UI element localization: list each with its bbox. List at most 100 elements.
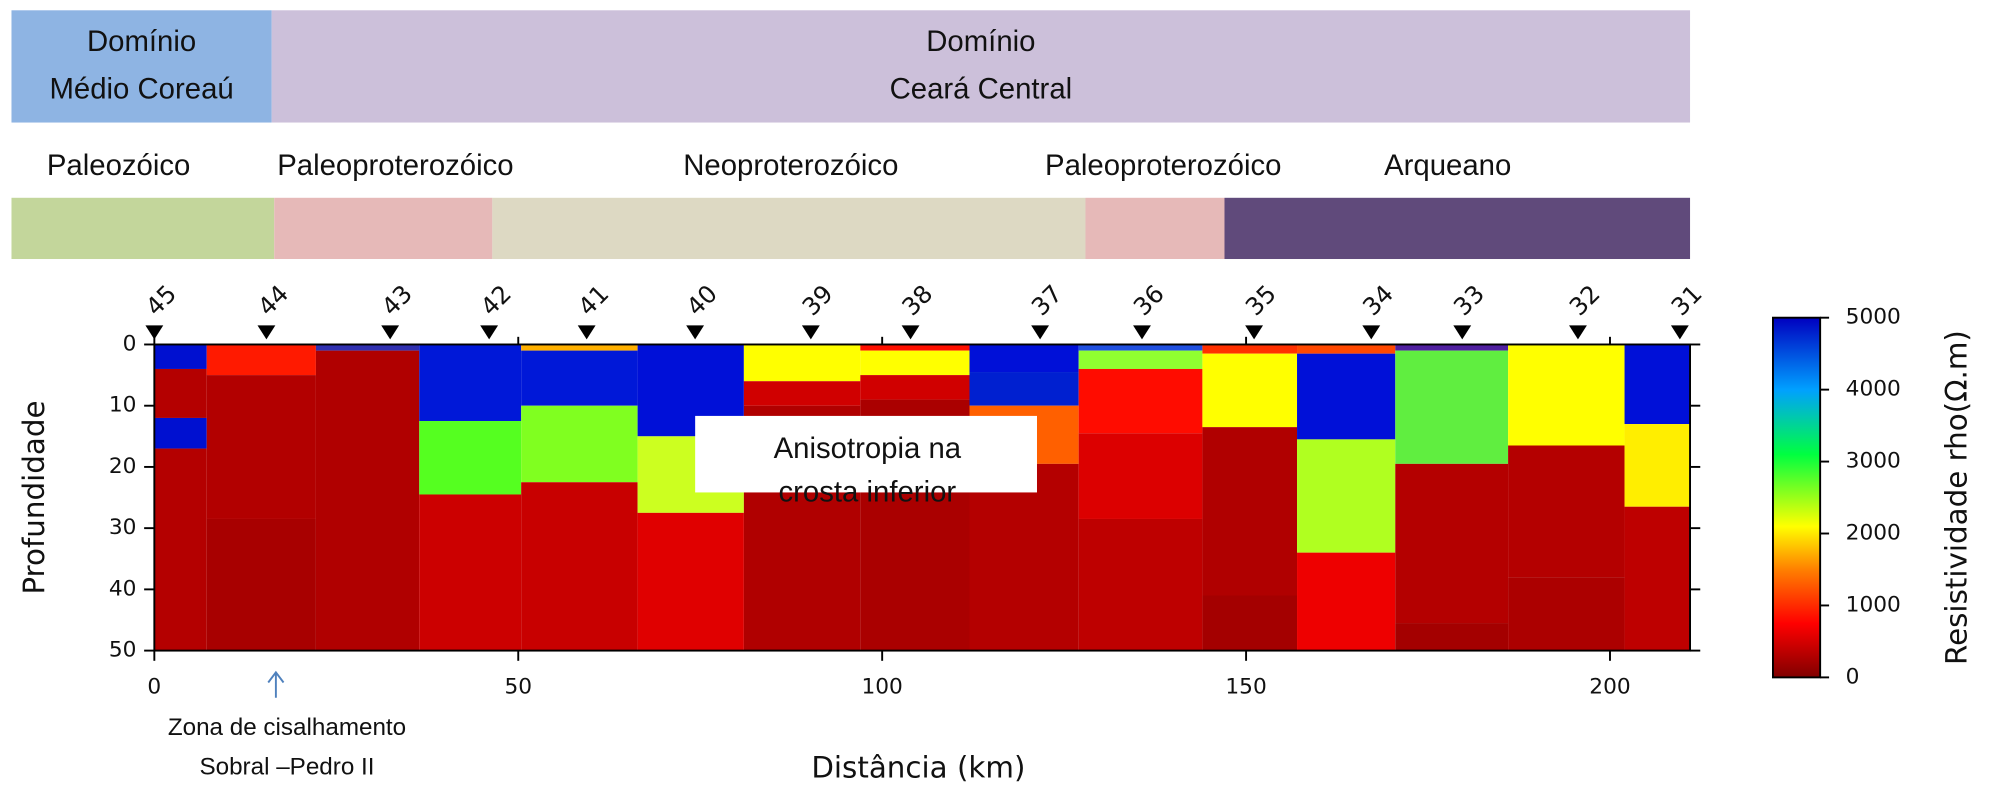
- colorbar-title: Resistividade rho(Ω.m): [1939, 330, 1973, 665]
- resistivity-block: [315, 350, 420, 651]
- annotation-box: [695, 415, 1037, 493]
- annotation-text: crosta inferior: [779, 475, 957, 508]
- age-label: Paleoproterozóico: [1045, 149, 1281, 182]
- resistivity-block: [521, 344, 638, 351]
- annotation-text: Sobral –Pedro II: [199, 753, 374, 780]
- resistivity-block: [637, 512, 744, 651]
- resistivity-block: [206, 375, 316, 519]
- station-marker: [1031, 325, 1050, 340]
- resistivity-block: [1202, 344, 1298, 354]
- annotation-text: Anisotropia na: [774, 432, 962, 465]
- age-label: Arqueano: [1384, 149, 1511, 182]
- station-marker: [381, 325, 400, 340]
- resistivity-block: [154, 417, 207, 449]
- colorbar-tick-label: 3000: [1846, 449, 1901, 474]
- resistivity-block: [1078, 350, 1203, 369]
- x-axis-title: Distância (km): [811, 751, 1025, 785]
- age-band: [274, 197, 493, 260]
- domain-label: Médio Coreaú: [49, 72, 233, 105]
- colorbar-tick-label: 2000: [1846, 521, 1901, 546]
- resistivity-block: [1508, 445, 1625, 578]
- age-band: [492, 197, 1086, 260]
- station-label: 42: [475, 280, 517, 322]
- x-tick-label: 100: [861, 675, 902, 700]
- station-marker: [1453, 325, 1472, 340]
- station-marker: [1569, 325, 1587, 340]
- resistivity-block: [1297, 344, 1396, 354]
- domain-label: Domínio: [926, 25, 1035, 58]
- resistivity-block: [1202, 427, 1298, 596]
- resistivity-block: [419, 421, 522, 495]
- station-marker: [257, 325, 276, 340]
- resistivity-block: [521, 482, 638, 651]
- station-label: 41: [573, 280, 615, 322]
- resistivity-block: [1624, 424, 1691, 507]
- resistivity-block: [1508, 577, 1625, 651]
- station-marker: [480, 325, 499, 340]
- age-label: Neoproterozóico: [683, 149, 898, 182]
- station-marker: [145, 325, 164, 340]
- station-label: 39: [797, 280, 839, 322]
- age-label: Paleoproterozóico: [277, 149, 513, 182]
- annotation-text: Zona de cisalhamento: [168, 714, 406, 741]
- y-tick-label: 50: [109, 638, 137, 663]
- station-label: 40: [681, 280, 723, 322]
- resistivity-block: [206, 518, 316, 651]
- colorbar-tick-label: 1000: [1846, 592, 1901, 617]
- resistivity-block: [419, 494, 522, 651]
- resistivity-block: [1078, 518, 1203, 651]
- resistivity-block: [1297, 353, 1396, 440]
- colorbar-tick-label: 4000: [1846, 377, 1901, 402]
- resistivity-block: [1508, 344, 1625, 446]
- x-tick-label: 0: [147, 675, 161, 700]
- age-label: Paleozóico: [47, 149, 190, 182]
- station-label: 35: [1240, 280, 1282, 322]
- station-marker: [1133, 325, 1151, 340]
- age-band: [1085, 197, 1225, 260]
- resistivity-block: [521, 350, 638, 406]
- plot-frame: [153, 343, 1692, 652]
- colorbar-tick-label: 5000: [1846, 305, 1901, 330]
- station-label: 31: [1666, 280, 1708, 322]
- resistivity-block: [1395, 344, 1509, 351]
- station-label: 36: [1128, 280, 1170, 322]
- y-tick-label: 10: [109, 393, 137, 418]
- x-tick-label: 200: [1589, 675, 1630, 700]
- resistivity-block: [1624, 506, 1691, 651]
- station-label: 34: [1357, 280, 1399, 322]
- station-label: 38: [897, 280, 939, 322]
- resistivity-block: [1297, 552, 1396, 651]
- resistivity-block: [860, 375, 970, 400]
- resistivity-block: [154, 344, 207, 369]
- y-tick-label: 0: [123, 331, 137, 356]
- x-tick-label: 150: [1225, 675, 1266, 700]
- domain-band: [271, 10, 1691, 123]
- station-marker: [1362, 325, 1381, 340]
- resistivity-block: [1202, 353, 1298, 428]
- resistivity-block: [206, 344, 316, 376]
- station-marker: [901, 325, 920, 340]
- station-marker: [577, 325, 596, 340]
- resistivity-block: [315, 344, 420, 351]
- domain-label: Domínio: [87, 25, 196, 58]
- y-tick-label: 30: [109, 515, 137, 540]
- station-label: 37: [1026, 280, 1068, 322]
- station-marker: [686, 325, 705, 340]
- y-tick-label: 20: [109, 454, 137, 479]
- resistivity-block: [521, 405, 638, 483]
- resistivity-block: [1395, 350, 1509, 464]
- y-axis-title: Profundidade: [17, 401, 51, 595]
- resistivity-block: [969, 344, 1079, 373]
- resistivity-block: [154, 448, 207, 651]
- resistivity-block: [743, 344, 861, 382]
- age-band: [1224, 197, 1691, 260]
- resistivity-block: [1078, 368, 1203, 434]
- resistivity-block: [1395, 463, 1509, 624]
- station-label: 43: [376, 280, 418, 322]
- station-label: 45: [140, 280, 182, 322]
- station-label: 44: [253, 280, 295, 322]
- station-label: 32: [1564, 280, 1606, 322]
- resistivity-block: [1395, 623, 1509, 651]
- resistivity-block: [1297, 439, 1396, 553]
- station-marker: [1245, 325, 1264, 340]
